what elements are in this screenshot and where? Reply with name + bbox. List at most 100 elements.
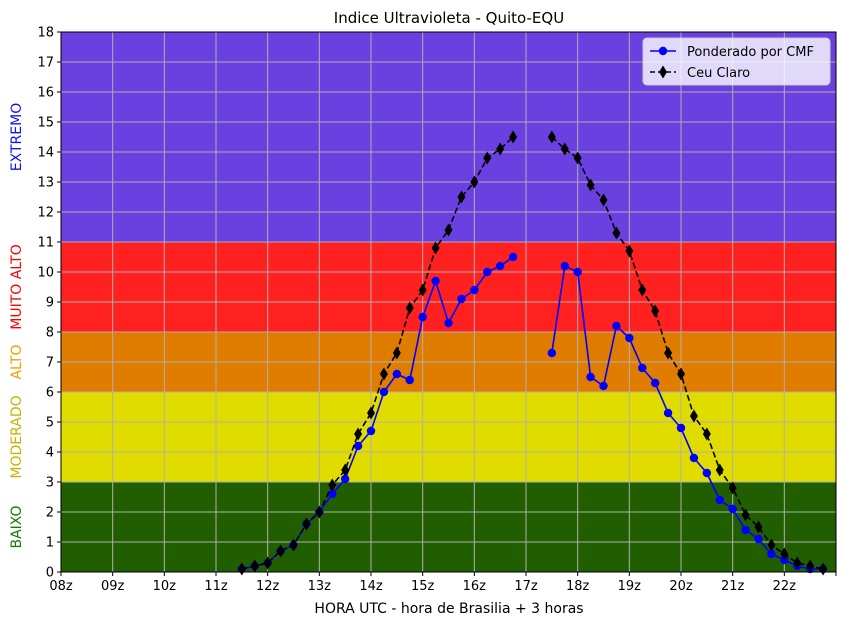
series-clear-sky-point [289,538,298,552]
legend-cmf-label: Ponderado por CMF [687,45,814,60]
series-cmf-point [573,267,582,277]
series-clear-sky-point [367,406,375,420]
series-clear-sky-point [754,520,763,534]
series-clear-sky-point [715,463,724,477]
y-tick-label: 18 [37,26,54,41]
series-clear-sky-point [741,508,750,522]
band-label-baixo: BAIXO [9,505,25,548]
legend-clear-marker [659,65,667,79]
series-cmf-point [715,495,724,505]
chart-title: Indice Ultravioleta - Quito-EQU [334,9,564,27]
band-baixo [61,482,836,572]
y-tick-label: 8 [46,326,54,341]
series-cmf-point [599,381,608,391]
x-tick-label: 10z [153,579,177,594]
series-cmf-line [241,256,514,570]
series-clear-sky-point [625,244,634,258]
band-label-alto: ALTO [9,344,25,379]
series-clear-sky-point [302,517,311,531]
x-tick-label: 18z [566,579,590,594]
series-clear-sky-point [457,190,466,204]
series-clear-sky-point [354,427,363,441]
series-cmf-point [431,276,440,286]
band-muito-alto [61,242,836,332]
x-tick-label: 12z [256,579,280,594]
x-axis-ticks: 08z 09z 10z 11z 12z 13z 14z 15z 16z 17z 18z 19z 20z 2… [49,572,837,594]
series-cmf-point [470,285,479,295]
series-clear-sky-point [599,193,608,207]
series-clear-sky-point [547,130,556,144]
y-tick-label: 6 [46,386,54,401]
legend: Ponderado por CMF Ceu Claro [642,37,831,86]
series-cmf-point [392,369,402,379]
x-tick-label: 20z [669,579,693,594]
series-cmf-point [405,375,414,385]
x-tick-label: 13z [308,579,332,594]
series-cmf-point [495,261,505,271]
series-clear-sky-point [509,130,518,144]
series-cmf-point [444,318,453,328]
series-clear-sky-point [767,538,776,552]
series-clear-sky-point [431,241,440,255]
y-tick-label: 9 [46,296,54,311]
series-cmf-point [702,468,712,478]
series-cmf-point [560,261,569,271]
series-cmf-point [418,312,427,322]
series-cmf-point [508,252,518,262]
x-tick-label: 11z [204,579,228,594]
y-tick-label: 1 [46,536,54,551]
series-cmf-point [728,504,737,514]
series-cmf-point [741,525,750,535]
series-cmf-point [586,372,595,382]
y-tick-label: 14 [37,146,54,161]
legend-box [642,37,831,86]
series-cmf-point [638,363,647,373]
y-tick-label: 12 [37,206,54,221]
series-cmf-point [767,549,776,559]
series-cmf-point [612,321,621,331]
series-cmf-point [379,387,389,397]
series-cmf-point [353,441,363,451]
series-clear-sky-point [586,178,595,192]
y-tick-label: 13 [37,176,54,191]
series-clear-sky-point [702,427,711,441]
series-cmf-point [650,378,660,388]
x-tick-label: 08z [49,579,73,594]
series-layer [237,130,828,576]
series-clear-sky-point [793,556,802,570]
series-clear-sky-point [664,346,673,360]
series-clear-sky-point [444,223,453,237]
series-clear-sky-line [241,136,514,570]
y-tick-label: 0 [46,566,54,581]
series-clear-sky-point [263,556,272,570]
legend-cmf-marker [658,46,668,56]
series-clear-sky-point [573,151,582,165]
series-clear-sky-point [276,544,285,558]
series-cmf-point [366,426,376,436]
x-tick-label: 19z [618,579,642,594]
series-clear-sky-point [418,283,427,297]
series-clear-sky-point [470,175,479,189]
y-tick-label: 5 [46,416,54,431]
series-cmf-point [457,294,466,304]
series-clear-sky-point [250,559,259,573]
series-clear-sky-point [496,142,505,156]
series-clear-sky-line [551,136,824,570]
series-clear-sky-point [806,559,815,573]
series-clear-sky-point [392,346,401,360]
series-cmf-point [340,474,350,484]
x-tick-label: 21z [721,579,745,594]
band-label-extremo: EXTREMO [9,103,25,171]
series-clear-sky-point [405,301,414,315]
y-tick-label: 4 [46,446,54,461]
series-clear-sky-point [379,367,388,381]
y-tick-label: 3 [46,476,54,491]
y-tick-label: 17 [37,56,54,71]
series-clear-sky-point [677,367,685,381]
series-clear-sky-point [560,142,569,156]
band-label-moderado: MODERADO [9,395,25,478]
series-cmf-line [551,264,824,570]
uv-band-labels: BAIXO MODERADO ALTO MUITO ALTO EXTREMO [9,103,25,549]
